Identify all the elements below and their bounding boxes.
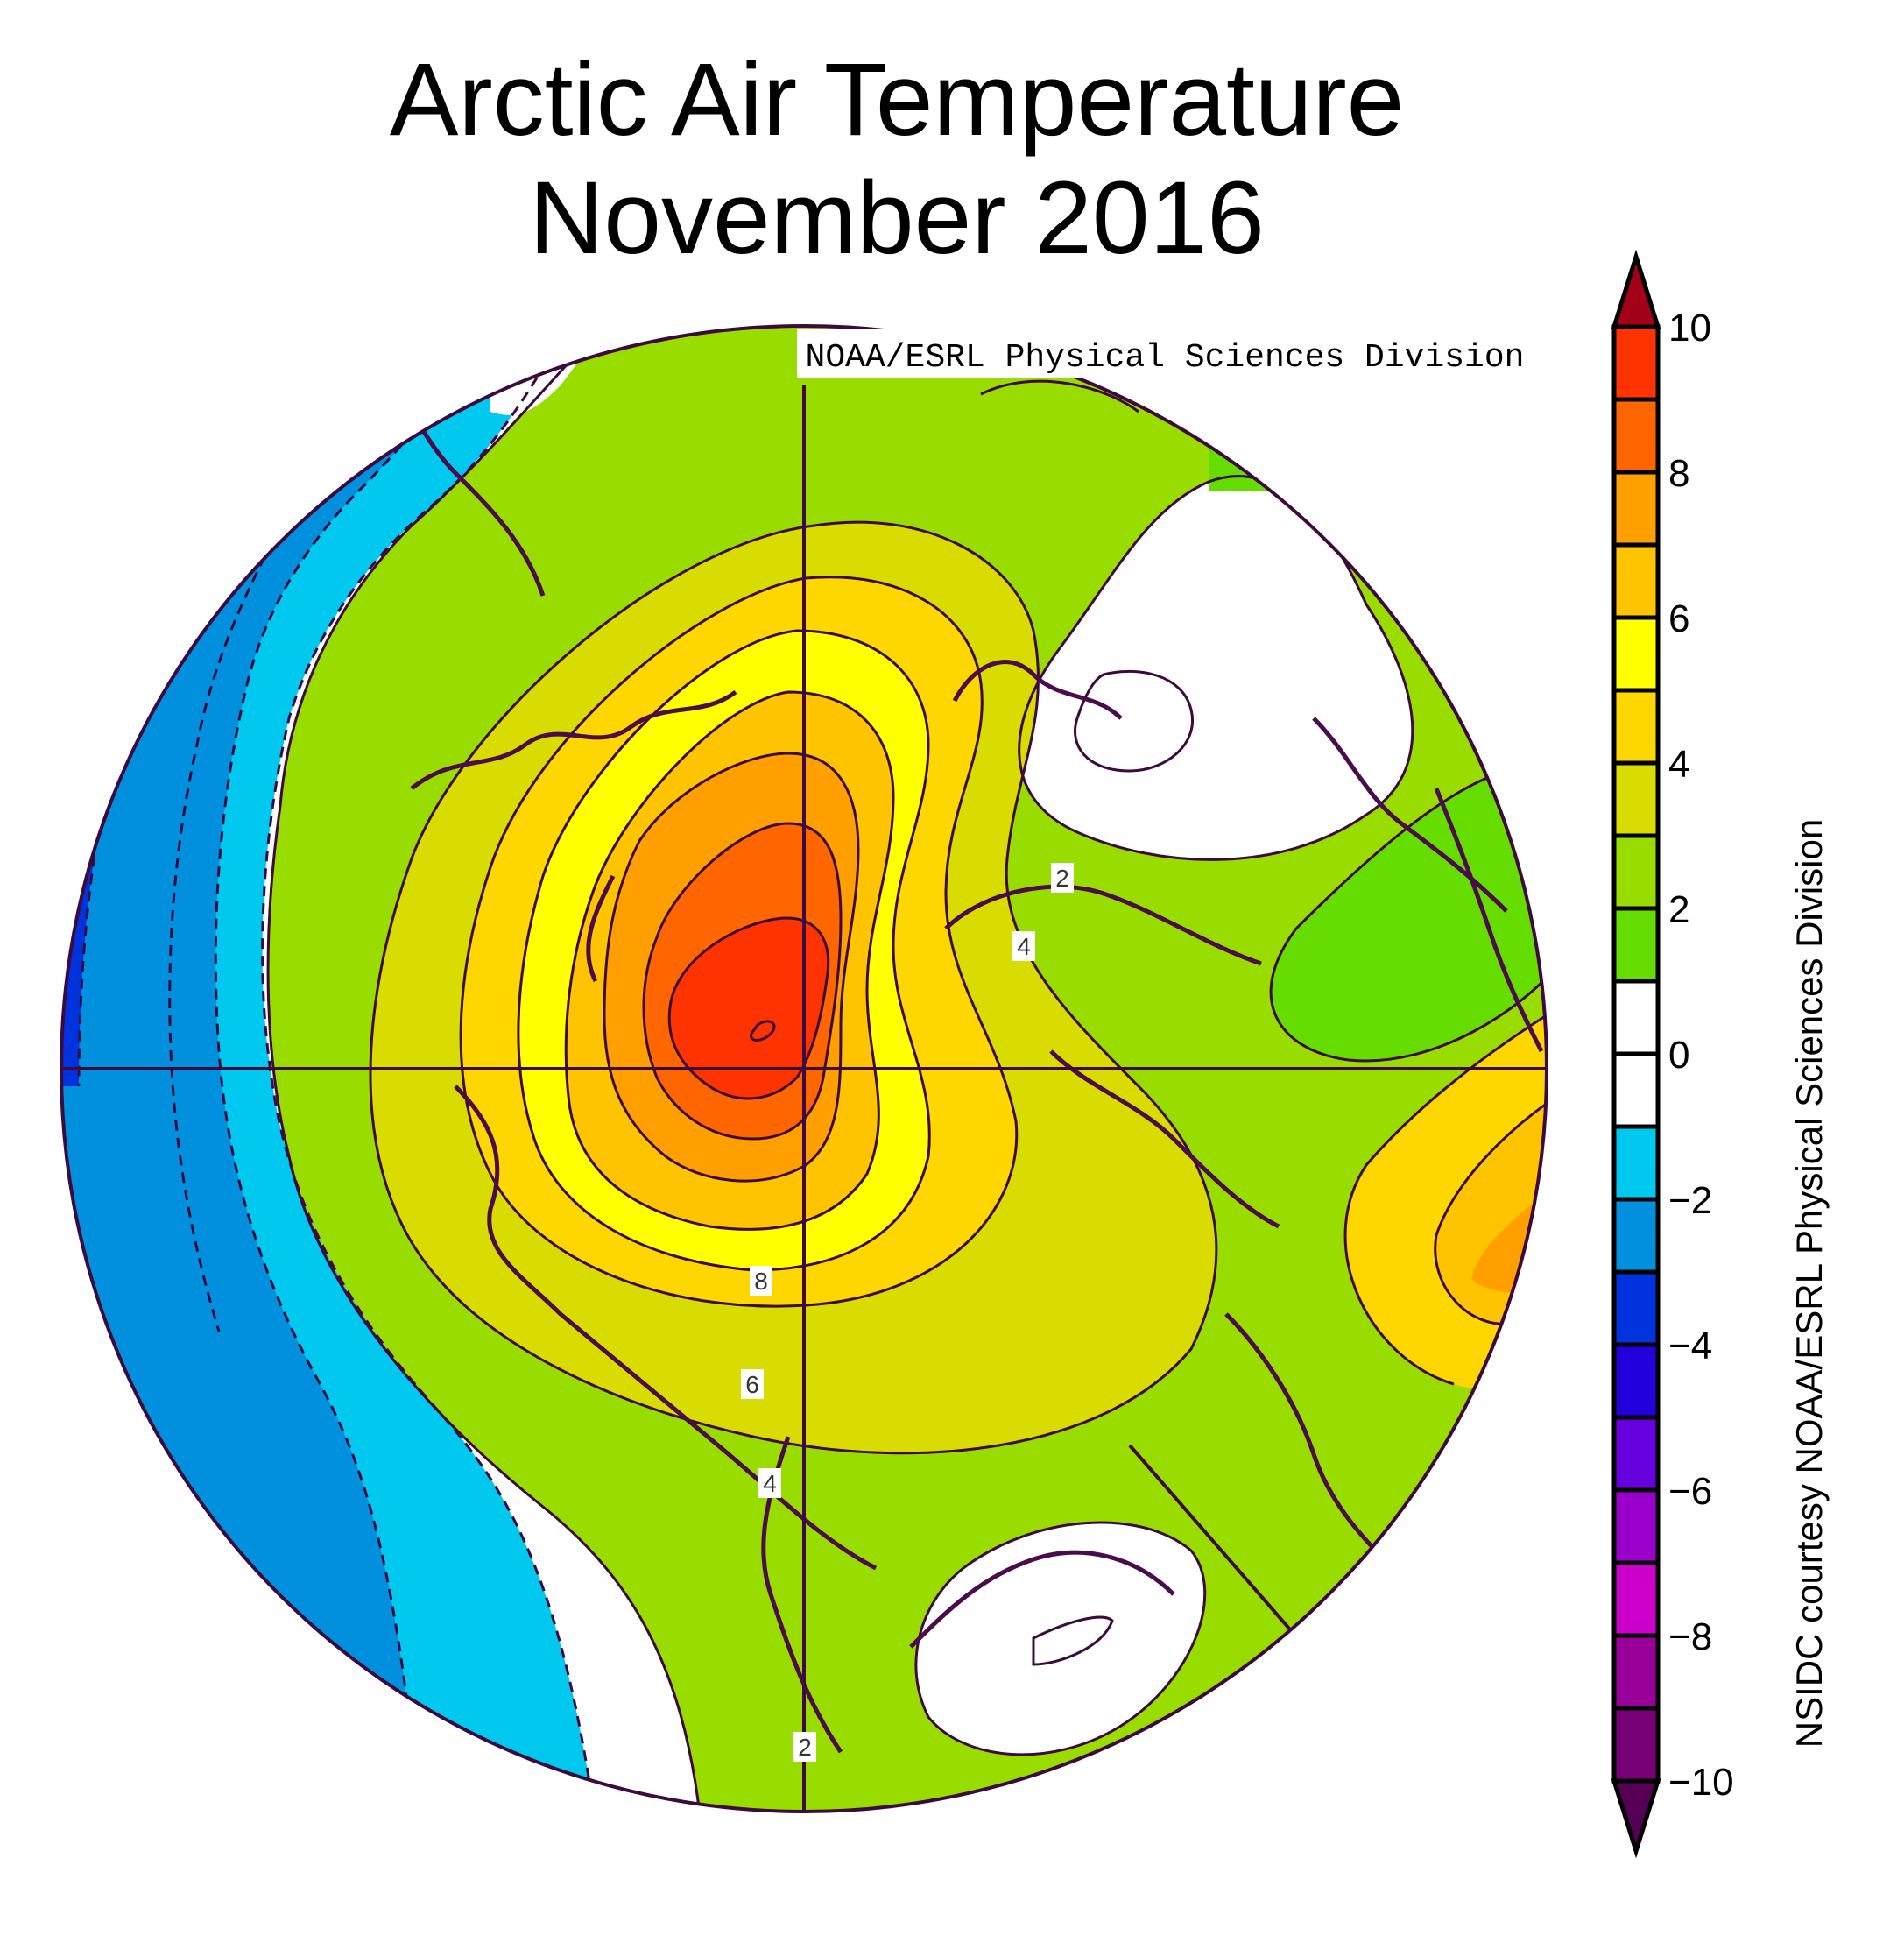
colorbar-tick-label: −2 xyxy=(1668,1179,1712,1222)
credit-backdrop xyxy=(797,329,1537,378)
contour-label-1: 2 xyxy=(1051,863,1074,893)
colorbar-swatch xyxy=(1611,1124,1661,1202)
colorbar-swatch xyxy=(1611,1269,1661,1347)
contour-label-group: 2 4 8 6 4 2 xyxy=(741,863,1074,1762)
colorbar-tick-label: 10 xyxy=(1668,307,1711,350)
colorbar-tick-label: 4 xyxy=(1668,743,1689,786)
colorbar-swatch xyxy=(1611,1415,1661,1493)
colorbar-swatch xyxy=(1611,688,1661,766)
colorbar-tick-label: −4 xyxy=(1668,1325,1712,1367)
colorbar-swatch xyxy=(1611,1342,1661,1420)
contour-label-3: 8 xyxy=(750,1266,772,1296)
colorbar-swatch xyxy=(1611,906,1661,984)
field-white-greenland xyxy=(1019,476,1413,860)
colorbar-swatch xyxy=(1611,397,1661,475)
colorbar-tick-label: 6 xyxy=(1668,597,1689,640)
colorbar-tick-label: −6 xyxy=(1668,1470,1712,1513)
svg-text:4: 4 xyxy=(1017,933,1031,960)
colorbar-swatches xyxy=(1611,324,1661,1784)
svg-text:2: 2 xyxy=(1055,865,1069,892)
colorbar-swatch xyxy=(1611,1051,1661,1129)
colorbar-top-arrow xyxy=(1611,249,1661,329)
colorbar-tick-label: −8 xyxy=(1668,1615,1712,1658)
side-credit-text: NSIDC courtesy NOAA/ESRL Physical Scienc… xyxy=(1788,819,1830,1748)
svg-text:4: 4 xyxy=(763,1470,777,1497)
field-red-9to10 xyxy=(669,918,829,1099)
contour-label-2: 4 xyxy=(1012,931,1035,961)
map-title-line1: Arctic Air Temperature xyxy=(389,42,1405,158)
colorbar-swatch xyxy=(1611,1560,1661,1638)
svg-text:2: 2 xyxy=(798,1734,812,1761)
map-boundary xyxy=(60,324,1548,1813)
colorbar-swatch xyxy=(1611,542,1661,620)
field-green-scandinavia xyxy=(1271,771,1547,1061)
colorbar-swatch xyxy=(1611,760,1661,838)
colorbar-bottom-arrow xyxy=(1611,1778,1661,1859)
field-violet-neg6to-5 xyxy=(61,526,82,876)
colorbar-tick-label: 2 xyxy=(1668,888,1689,931)
colorbar-swatch xyxy=(1611,979,1661,1056)
colorbar-swatch xyxy=(1611,1197,1661,1275)
svg-text:6: 6 xyxy=(745,1371,759,1398)
contour-lines xyxy=(266,326,1547,1812)
colorbar-tick-label: 8 xyxy=(1668,452,1689,495)
colorbar-tick-labels: 10 8 6 4 2 0 −2 −4 −6 −8 −10 xyxy=(1668,307,1734,1804)
colorbar-swatch xyxy=(1611,833,1661,911)
colorbar-swatch xyxy=(1611,615,1661,693)
colorbar-swatch xyxy=(1611,470,1661,548)
credit-text: NOAA/ESRL Physical Sciences Division xyxy=(806,339,1525,377)
colorbar-swatch xyxy=(1611,1633,1661,1711)
contour-label-4: 6 xyxy=(741,1369,764,1399)
contour-label-6: 2 xyxy=(793,1732,816,1762)
colorbar: 10 8 6 4 2 0 −2 −4 −6 −8 −10 xyxy=(1611,249,1734,1859)
field-green-greenland-top xyxy=(1209,359,1349,491)
colorbar-tick-label: −10 xyxy=(1668,1761,1734,1804)
contour-label-5: 4 xyxy=(758,1468,781,1498)
colorbar-swatch xyxy=(1611,1487,1661,1565)
colorbar-tick-label: 0 xyxy=(1668,1034,1689,1077)
colorbar-swatch xyxy=(1611,324,1661,402)
colorbar-swatch xyxy=(1611,1706,1661,1784)
map-title-line2: November 2016 xyxy=(529,160,1265,276)
svg-text:8: 8 xyxy=(754,1268,768,1295)
